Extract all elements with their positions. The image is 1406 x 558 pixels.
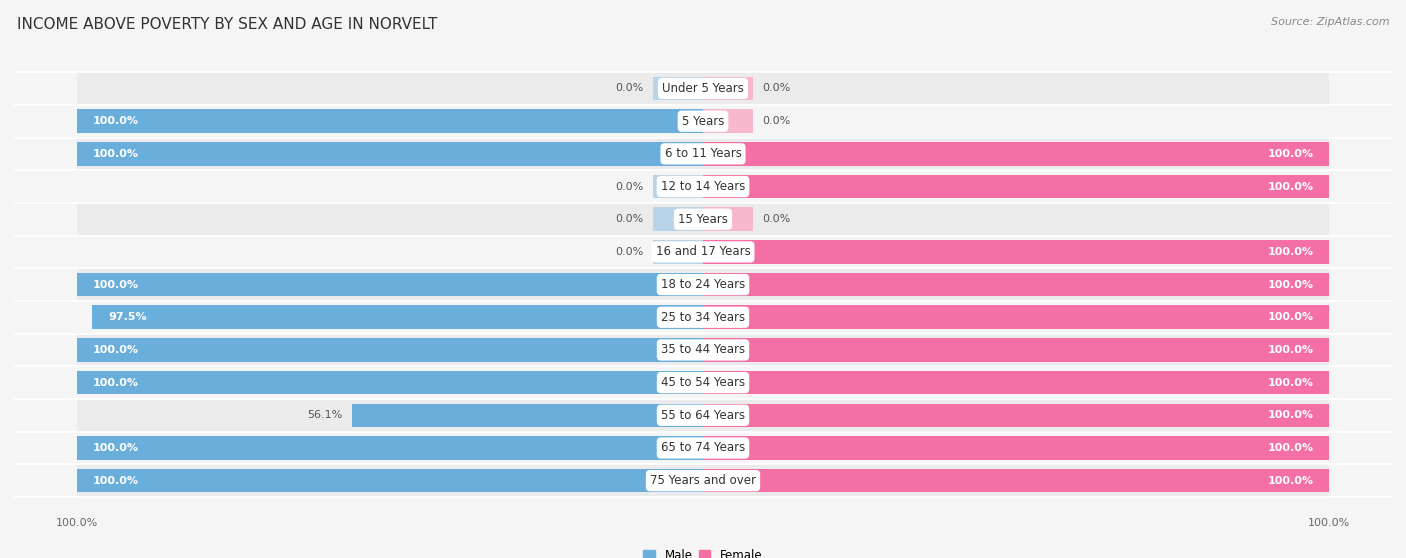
Bar — [77, 301, 1329, 334]
Text: 18 to 24 Years: 18 to 24 Years — [661, 278, 745, 291]
Bar — [77, 109, 703, 133]
Text: 35 to 44 Years: 35 to 44 Years — [661, 343, 745, 357]
Text: 16 and 17 Years: 16 and 17 Years — [655, 246, 751, 258]
Bar — [652, 208, 703, 231]
Text: 15 Years: 15 Years — [678, 213, 728, 226]
Text: 56.1%: 56.1% — [307, 410, 342, 420]
Text: 100.0%: 100.0% — [1268, 280, 1313, 290]
Legend: Male, Female: Male, Female — [638, 545, 768, 558]
Text: INCOME ABOVE POVERTY BY SEX AND AGE IN NORVELT: INCOME ABOVE POVERTY BY SEX AND AGE IN N… — [17, 17, 437, 32]
Bar — [77, 142, 703, 166]
Text: 100.0%: 100.0% — [1268, 475, 1313, 485]
Bar — [77, 469, 703, 493]
Text: 45 to 54 Years: 45 to 54 Years — [661, 376, 745, 389]
Text: 6 to 11 Years: 6 to 11 Years — [665, 147, 741, 160]
Text: 0.0%: 0.0% — [762, 214, 790, 224]
Text: 100.0%: 100.0% — [1268, 378, 1313, 388]
Text: 75 Years and over: 75 Years and over — [650, 474, 756, 487]
Text: 100.0%: 100.0% — [1268, 149, 1313, 159]
Text: 100.0%: 100.0% — [1268, 247, 1313, 257]
Text: 0.0%: 0.0% — [616, 84, 644, 94]
Text: Source: ZipAtlas.com: Source: ZipAtlas.com — [1271, 17, 1389, 27]
Text: 100.0%: 100.0% — [93, 475, 138, 485]
Bar — [77, 432, 1329, 464]
Bar — [703, 208, 754, 231]
Text: 100.0%: 100.0% — [93, 280, 138, 290]
Bar — [77, 334, 1329, 366]
Text: 100.0%: 100.0% — [93, 345, 138, 355]
Bar — [703, 240, 1329, 264]
Bar — [703, 403, 1329, 427]
Bar — [77, 338, 703, 362]
Bar — [703, 142, 1329, 166]
Text: 0.0%: 0.0% — [762, 84, 790, 94]
Bar — [703, 175, 1329, 198]
Text: 0.0%: 0.0% — [616, 247, 644, 257]
Text: 55 to 64 Years: 55 to 64 Years — [661, 409, 745, 422]
Bar — [77, 436, 703, 460]
Text: 65 to 74 Years: 65 to 74 Years — [661, 441, 745, 455]
Text: 0.0%: 0.0% — [616, 181, 644, 191]
Text: 97.5%: 97.5% — [108, 312, 146, 323]
Bar — [77, 72, 1329, 105]
Text: 5 Years: 5 Years — [682, 114, 724, 128]
Bar — [703, 273, 1329, 296]
Text: 100.0%: 100.0% — [1268, 181, 1313, 191]
Bar — [77, 366, 1329, 399]
Bar — [703, 436, 1329, 460]
Text: 100.0%: 100.0% — [93, 149, 138, 159]
Text: 100.0%: 100.0% — [93, 443, 138, 453]
Bar — [77, 464, 1329, 497]
Text: Under 5 Years: Under 5 Years — [662, 82, 744, 95]
Bar — [703, 76, 754, 100]
Bar — [77, 137, 1329, 170]
Bar — [703, 371, 1329, 395]
Bar — [77, 273, 703, 296]
Text: 0.0%: 0.0% — [616, 214, 644, 224]
Bar — [77, 371, 703, 395]
Bar — [703, 109, 754, 133]
Bar — [77, 170, 1329, 203]
Text: 100.0%: 100.0% — [1268, 312, 1313, 323]
Bar — [77, 235, 1329, 268]
Text: 100.0%: 100.0% — [1268, 443, 1313, 453]
Bar — [77, 399, 1329, 432]
Text: 100.0%: 100.0% — [93, 116, 138, 126]
Text: 100.0%: 100.0% — [1268, 410, 1313, 420]
Bar — [77, 105, 1329, 137]
Bar — [77, 268, 1329, 301]
Bar — [703, 305, 1329, 329]
Text: 25 to 34 Years: 25 to 34 Years — [661, 311, 745, 324]
Bar — [652, 76, 703, 100]
Bar — [703, 338, 1329, 362]
Text: 100.0%: 100.0% — [1268, 345, 1313, 355]
Bar — [352, 403, 703, 427]
Text: 12 to 14 Years: 12 to 14 Years — [661, 180, 745, 193]
Bar — [77, 203, 1329, 235]
Bar — [652, 175, 703, 198]
Bar — [703, 469, 1329, 493]
Text: 100.0%: 100.0% — [93, 378, 138, 388]
Text: 0.0%: 0.0% — [762, 116, 790, 126]
Bar — [652, 240, 703, 264]
Bar — [93, 305, 703, 329]
